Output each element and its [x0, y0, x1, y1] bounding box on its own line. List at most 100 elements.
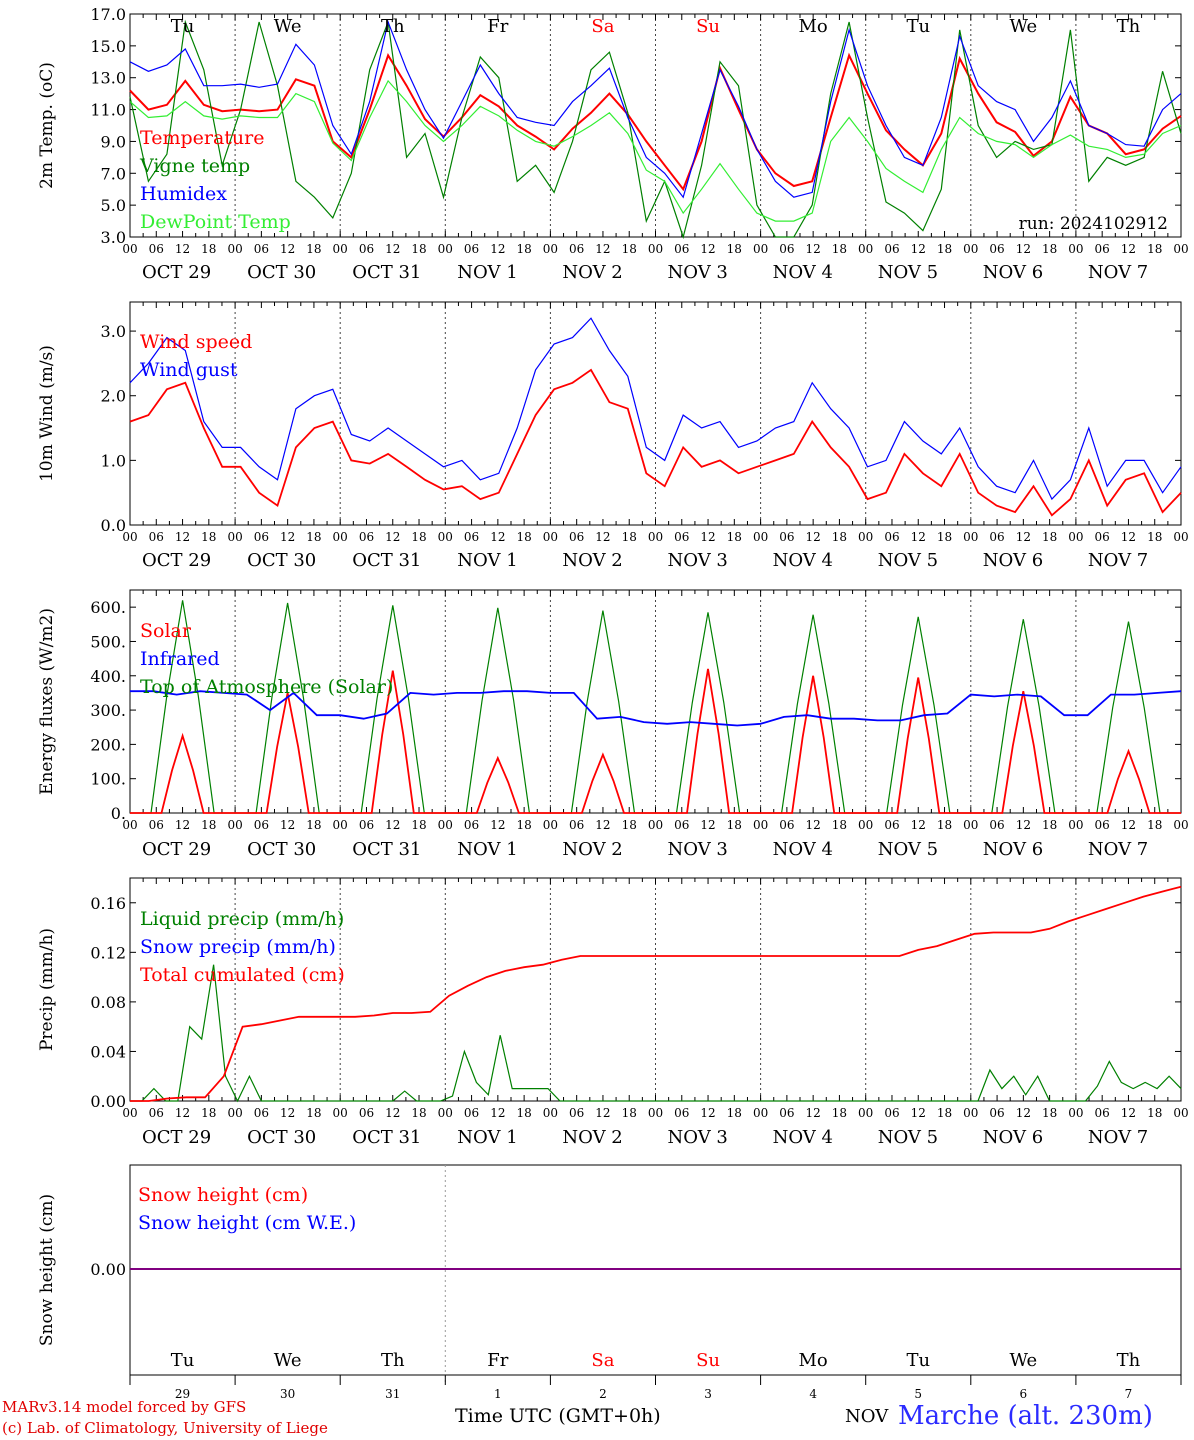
date-label-3-1: OCT 30: [247, 1127, 316, 1148]
weekday-bottom-0: Tu: [171, 1350, 195, 1371]
legend-3-0: Liquid precip (mm/h): [140, 908, 344, 930]
hour-tick-label-2-78: 06: [464, 818, 479, 832]
legend-3-2: Total cumulated (cm): [140, 964, 345, 986]
date-label-1-4: NOV 2: [562, 550, 622, 571]
hour-tick-label-0-216: 00: [1068, 242, 1083, 256]
date-label-3-7: NOV 5: [878, 1127, 938, 1148]
hour-tick-label-1-216: 00: [1068, 530, 1083, 544]
weekday-bottom-7: Tu: [906, 1350, 930, 1371]
hour-tick-label-0-36: 12: [280, 242, 295, 256]
hour-tick-label-3-132: 12: [700, 1106, 715, 1120]
date-label-2-6: NOV 4: [773, 839, 833, 860]
y-axis-label-3: Precip (mm/h): [37, 928, 57, 1051]
hour-tick-label-3-216: 00: [1068, 1106, 1083, 1120]
date-label-2-5: NOV 3: [668, 839, 728, 860]
hour-tick-label-1-54: 06: [359, 530, 374, 544]
y-axis-label-1: 10m Wind (m/s): [37, 345, 57, 482]
legend-0-1: Vigne temp: [139, 155, 250, 177]
weekday-top-8: We: [1010, 16, 1038, 37]
series-temp-0: [129, 52, 1182, 192]
hour-tick-label-2-192: 00: [963, 818, 978, 832]
lab-credit-line: (c) Lab. of Climatology, University of L…: [2, 1419, 328, 1437]
hour-tick-label-2-156: 12: [806, 818, 821, 832]
hour-tick-label-3-30: 06: [254, 1106, 269, 1120]
series-temp-3: [129, 79, 1182, 222]
day-number-9: 7: [1125, 1387, 1133, 1401]
weekday-bottom-8: We: [1010, 1350, 1038, 1371]
y-tick-label-0-6: 15.0: [90, 37, 126, 56]
date-label-3-4: NOV 2: [562, 1127, 622, 1148]
hour-tick-label-2-96: 00: [543, 818, 558, 832]
y-tick-label-3-1: 0.04: [90, 1042, 126, 1061]
legend-0-0: Temperature: [140, 127, 264, 149]
day-number-0: 29: [175, 1387, 190, 1401]
weekday-bottom-6: Mo: [799, 1350, 828, 1371]
date-label-3-5: NOV 3: [668, 1127, 728, 1148]
y-tick-label-0-2: 7.0: [101, 164, 126, 183]
hour-tick-label-1-150: 06: [779, 530, 794, 544]
date-label-2-8: NOV 6: [983, 839, 1043, 860]
hour-tick-label-2-120: 00: [648, 818, 663, 832]
hour-tick-label-1-138: 18: [727, 530, 742, 544]
hour-tick-label-3-120: 00: [648, 1106, 663, 1120]
hour-tick-label-0-48: 00: [333, 242, 348, 256]
hour-tick-label-2-6: 06: [149, 818, 164, 832]
hour-tick-label-3-42: 18: [306, 1106, 321, 1120]
date-label-1-1: OCT 30: [247, 550, 316, 571]
legend-0-3: DewPoint Temp: [140, 211, 291, 233]
hour-tick-label-1-156: 12: [806, 530, 821, 544]
hour-tick-label-0-96: 00: [543, 242, 558, 256]
hour-tick-label-2-150: 06: [779, 818, 794, 832]
hour-tick-label-1-192: 00: [963, 530, 978, 544]
x-axis-title: Time UTC (GMT+0h): [455, 1405, 661, 1427]
hour-tick-label-0-54: 06: [359, 242, 374, 256]
hour-tick-label-3-6: 06: [149, 1106, 164, 1120]
day-number-8: 6: [1020, 1387, 1028, 1401]
hour-tick-label-2-240: 00: [1173, 818, 1188, 832]
model-credit-line: MARv3.14 model forced by GFS: [2, 1398, 247, 1416]
hour-tick-label-3-234: 18: [1147, 1106, 1162, 1120]
hour-tick-label-0-204: 12: [1016, 242, 1031, 256]
legend-2-2: Top of Atmosphere (Solar): [140, 676, 393, 698]
date-label-1-8: NOV 6: [983, 550, 1043, 571]
date-label-0-0: OCT 29: [142, 262, 211, 283]
date-label-3-2: OCT 31: [352, 1127, 421, 1148]
hour-tick-label-2-0: 00: [122, 818, 137, 832]
hour-tick-label-1-24: 00: [227, 530, 242, 544]
date-label-2-7: NOV 5: [878, 839, 938, 860]
hour-tick-label-0-6: 06: [149, 242, 164, 256]
weekday-bottom-4: Sa: [591, 1350, 614, 1371]
date-label-1-5: NOV 3: [668, 550, 728, 571]
y-axis-label-4: Snow height (cm): [37, 1194, 57, 1346]
hour-tick-label-1-114: 18: [622, 530, 637, 544]
hour-tick-label-3-90: 18: [516, 1106, 531, 1120]
weekday-top-0: Tu: [171, 16, 195, 37]
hour-tick-label-2-216: 00: [1068, 818, 1083, 832]
hour-tick-label-0-12: 12: [175, 242, 190, 256]
hour-tick-label-1-42: 18: [306, 530, 321, 544]
hour-tick-label-0-24: 00: [227, 242, 242, 256]
y-tick-label-2-6: 600.: [90, 598, 126, 617]
hour-tick-label-3-240: 00: [1173, 1106, 1188, 1120]
date-label-0-3: NOV 1: [457, 262, 517, 283]
day-number-6: 4: [809, 1387, 817, 1401]
hour-tick-label-2-108: 12: [595, 818, 610, 832]
weekday-top-2: Th: [381, 16, 405, 37]
hour-tick-label-2-126: 06: [674, 818, 689, 832]
hour-tick-label-3-150: 06: [779, 1106, 794, 1120]
hour-tick-label-0-192: 00: [963, 242, 978, 256]
hour-tick-label-3-84: 12: [490, 1106, 505, 1120]
hour-tick-label-2-174: 06: [884, 818, 899, 832]
y-axis-label-0: 2m Temp. (oC): [37, 62, 57, 189]
hour-tick-label-3-126: 06: [674, 1106, 689, 1120]
hour-tick-label-3-162: 18: [832, 1106, 847, 1120]
hour-tick-label-2-228: 12: [1121, 818, 1136, 832]
hour-tick-label-0-108: 12: [595, 242, 610, 256]
date-label-3-9: NOV 7: [1088, 1127, 1148, 1148]
hour-tick-label-2-24: 00: [227, 818, 242, 832]
hour-tick-label-3-102: 06: [569, 1106, 584, 1120]
weekday-top-1: We: [274, 16, 302, 37]
hour-tick-label-1-126: 06: [674, 530, 689, 544]
hour-tick-label-1-240: 00: [1173, 530, 1188, 544]
hour-tick-label-3-168: 00: [858, 1106, 873, 1120]
